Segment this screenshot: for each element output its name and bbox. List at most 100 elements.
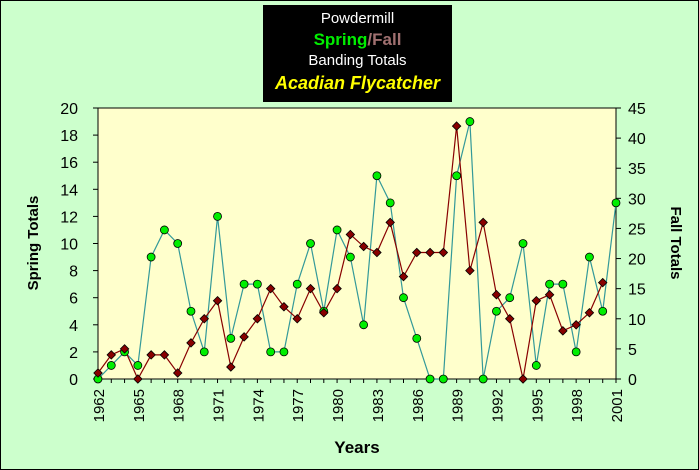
left-axis-tick-label: 14 (60, 182, 78, 199)
left-axis-label: Spring Totals (25, 196, 42, 291)
right-axis-tick-label: 25 (628, 221, 646, 238)
fall-data-point (199, 314, 210, 324)
legend-slash: / (367, 30, 373, 49)
spring-data-point (545, 279, 554, 289)
fall-data-point (319, 307, 329, 318)
fall-data-point (279, 301, 289, 312)
x-axis-tick-label: 1992 (489, 389, 506, 422)
right-axis-tick-label: 5 (628, 342, 637, 359)
spring-data-point (359, 320, 369, 330)
spring-data-point (252, 279, 262, 289)
fall-data-point (518, 374, 528, 384)
fall-data-point (571, 320, 581, 330)
fall-data-point (93, 368, 103, 378)
fall-data-point (531, 295, 542, 306)
chart-title-seasons: Spring/Fall (263, 29, 452, 51)
x-axis-tick-label: 1983 (370, 389, 387, 422)
fall-data-point (186, 338, 196, 348)
spring-data-point (186, 306, 196, 316)
fall-data-point (265, 283, 276, 294)
chart-title-subtitle: Banding Totals (308, 52, 407, 69)
x-axis-tick-label: 1977 (290, 389, 307, 422)
fall-data-point (465, 265, 475, 276)
fall-data-point (451, 121, 462, 131)
right-axis-tick-label: 40 (628, 131, 646, 148)
fall-data-point (226, 362, 236, 372)
fall-data-point (252, 314, 263, 324)
spring-data-point (531, 361, 541, 370)
spring-data-point (292, 279, 302, 289)
spring-data-point (399, 293, 408, 303)
right-axis-tick-label: 20 (628, 252, 646, 269)
fall-data-point (106, 350, 117, 360)
x-axis-tick-label: 1995 (529, 389, 546, 422)
right-axis-tick-label: 0 (628, 372, 637, 389)
right-axis-tick-label: 10 (628, 312, 646, 329)
spring-data-point (266, 347, 276, 357)
fall-data-point (172, 368, 183, 378)
fall-data-point (491, 289, 502, 300)
right-axis-tick-label: 30 (628, 191, 646, 208)
fall-data-point (558, 326, 568, 336)
x-axis-tick-label: 1965 (131, 389, 148, 422)
right-axis-tick-label: 35 (628, 161, 646, 178)
left-axis-tick-label: 12 (60, 209, 78, 226)
spring-data-point (146, 252, 156, 262)
spring-data-point (492, 306, 501, 316)
x-axis-tick-label: 1971 (211, 389, 228, 422)
fall-data-point (119, 344, 130, 354)
fall-data-point (398, 271, 409, 282)
left-axis-tick-label: 18 (60, 128, 78, 145)
left-axis-tick-label: 10 (60, 237, 78, 254)
spring-data-point (558, 279, 568, 289)
spring-data-point (465, 117, 475, 126)
fall-data-point (146, 350, 156, 360)
fall-data-point (159, 350, 170, 360)
spring-data-point (372, 171, 382, 181)
left-axis-tick-label: 2 (69, 345, 78, 362)
spring-data-point (106, 361, 116, 370)
fall-data-point (372, 247, 382, 258)
spring-data-point (611, 198, 621, 208)
right-axis-label: Fall Totals (667, 206, 684, 279)
spring-data-point (505, 293, 515, 303)
fall-data-point (438, 247, 449, 258)
spring-data-point (332, 225, 342, 235)
right-axis-tick-label: 15 (628, 282, 646, 299)
x-axis-tick-label: 2001 (609, 389, 626, 422)
fall-data-point (239, 332, 249, 342)
spring-data-point (425, 374, 435, 384)
fall-data-point (332, 283, 342, 294)
fall-data-point (412, 247, 422, 258)
spring-series-line (97, 121, 617, 380)
spring-data-point (226, 333, 236, 343)
fall-data-point (133, 374, 143, 384)
axes-layer: 0 2 4 6 8 10 12 14 16 18 20 0 5 10 15 20 25 30 35 40 45 1962 1… (60, 101, 646, 422)
fall-data-point (212, 295, 223, 306)
fall-data-point (597, 277, 608, 288)
spring-data-point (199, 347, 209, 357)
fall-data-point (305, 283, 316, 294)
x-axis-tick-label: 1980 (330, 389, 347, 422)
x-axis-tick-label: 1974 (250, 389, 267, 422)
series-points (93, 117, 621, 384)
fall-data-point (478, 217, 488, 228)
spring-data-point (518, 239, 528, 248)
spring-data-point (133, 361, 143, 370)
fall-data-point (358, 241, 369, 252)
left-axis-tick-label: 6 (69, 291, 78, 308)
left-axis-tick-label: 20 (60, 101, 78, 118)
fall-data-point (544, 289, 555, 300)
left-axis-tick-label: 0 (69, 372, 78, 389)
spring-data-point (452, 171, 462, 181)
x-axis-tick-label: 1989 (450, 389, 467, 422)
left-axis-tick-label: 16 (60, 155, 78, 172)
spring-data-point (279, 347, 289, 357)
spring-data-point (585, 252, 594, 262)
spring-data-point (478, 374, 488, 384)
spring-data-point (345, 252, 355, 262)
x-axis-tick-label: 1998 (569, 389, 586, 422)
left-axis-tick-label: 8 (69, 264, 78, 281)
fall-data-point (385, 217, 395, 228)
